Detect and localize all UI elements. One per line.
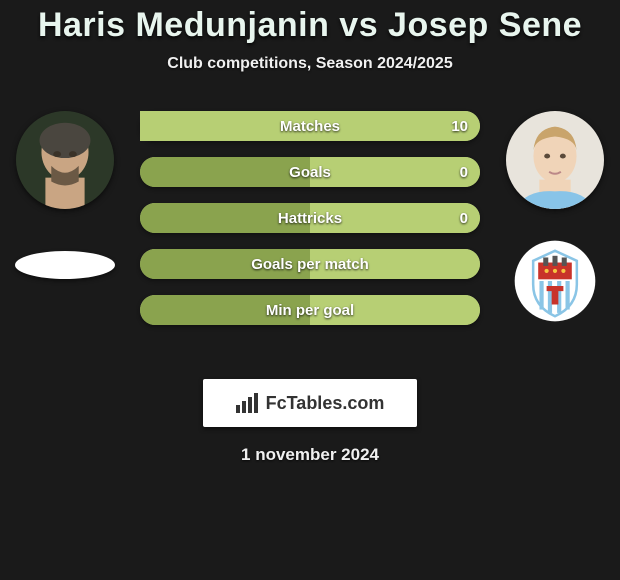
player-left-column <box>10 111 120 279</box>
player-right-club-logo <box>513 239 597 323</box>
stat-bar-label: Matches <box>280 118 340 135</box>
stat-bar-label: Min per goal <box>266 302 354 319</box>
stat-bar: Hattricks 0 <box>140 203 480 233</box>
stat-bar: Goals 0 <box>140 157 480 187</box>
page-subtitle: Club competitions, Season 2024/2025 <box>0 55 620 73</box>
comparison-row: Matches 10 Goals 0 Hattricks 0 Goals per match… <box>0 111 620 371</box>
player-right-avatar <box>506 111 604 209</box>
stat-bar-right-value: 0 <box>460 164 468 181</box>
page-title: Haris Medunjanin vs Josep Sene <box>0 6 620 45</box>
player-right-column <box>500 111 610 323</box>
stat-bar: Goals per match <box>140 249 480 279</box>
date-text: 1 november 2024 <box>0 445 620 465</box>
stat-bar-label: Goals per match <box>251 256 369 273</box>
stat-bar: Min per goal <box>140 295 480 325</box>
player-left-club-logo <box>15 251 115 279</box>
stat-bar-fill-left <box>140 157 310 187</box>
stat-bars: Matches 10 Goals 0 Hattricks 0 Goals per match… <box>140 111 480 341</box>
stat-bar-right-value: 10 <box>451 118 468 135</box>
stat-bar: Matches 10 <box>140 111 480 141</box>
stat-bar-fill-right <box>310 157 480 187</box>
brand-text: FcTables.com <box>266 393 385 414</box>
stat-bar-label: Hattricks <box>278 210 342 227</box>
stat-bar-right-value: 0 <box>460 210 468 227</box>
player-left-avatar <box>16 111 114 209</box>
comparison-card: Haris Medunjanin vs Josep Sene Club comp… <box>0 0 620 465</box>
brand-bars-icon <box>236 393 260 413</box>
brand-badge: FcTables.com <box>203 379 417 427</box>
stat-bar-label: Goals <box>289 164 331 181</box>
